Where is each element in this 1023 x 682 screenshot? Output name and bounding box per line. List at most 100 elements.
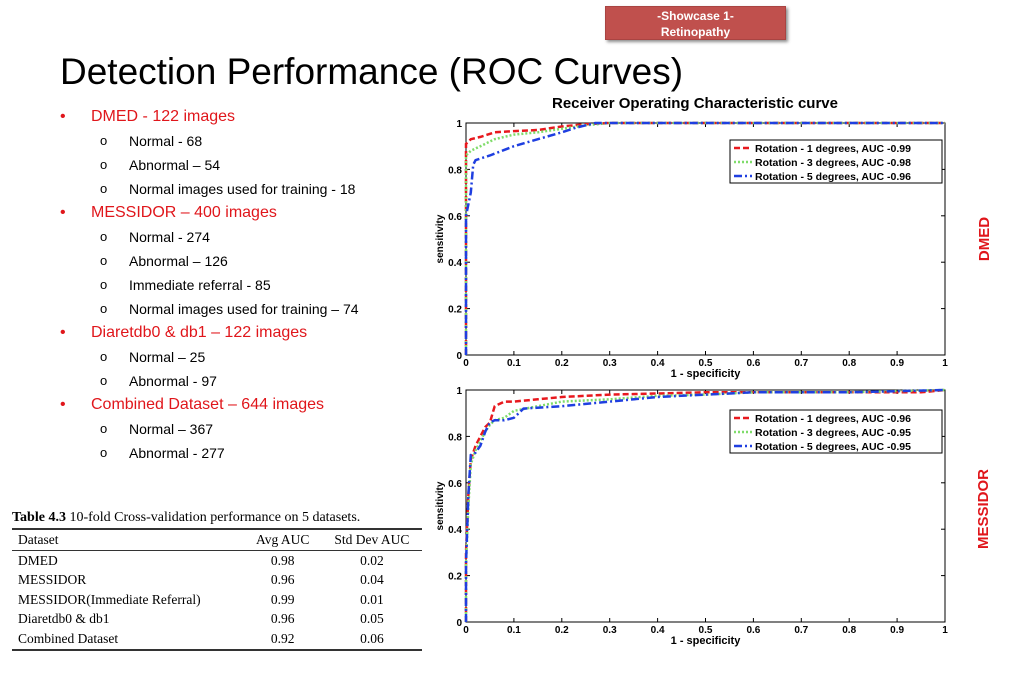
x-tick-label: 0.5	[699, 358, 713, 369]
sub-bullet-item: o Immediate referral - 85	[60, 273, 430, 297]
sub-bullet-text: Normal - 274	[129, 229, 210, 245]
sub-bullet-item: o Normal images used for training – 74	[60, 297, 430, 321]
table-header-row: Dataset Avg AUC Std Dev AUC	[12, 529, 422, 551]
table-cell: 0.99	[270, 591, 295, 607]
table-cell: 0.96	[270, 611, 295, 627]
sub-bullet-text: Abnormal - 97	[129, 373, 217, 389]
y-axis-label: sensitivity	[435, 481, 446, 530]
y-tick-label: 0.2	[448, 305, 462, 316]
sub-bullet-icon: o	[100, 229, 108, 244]
side-label-dmed: DMED	[976, 216, 993, 262]
bullet-item: • DMED - 122 images	[60, 105, 430, 129]
roc-series-line	[464, 388, 946, 622]
table-row: Diaretdb0 & db1 0.96 0.05	[12, 610, 422, 630]
roc-chart-2: 0 0.1 0.2 0.3 0.4 0.5 0.6 0.7 0.8 0.9 1 0 0.2 0.4 0.6 0…	[435, 386, 948, 647]
x-tick-label: 0	[463, 358, 469, 369]
legend-box	[729, 139, 943, 184]
x-tick-label: 0.8	[842, 358, 856, 369]
sub-bullet-icon: o	[100, 277, 108, 292]
legend-entry: Rotation - 3 degrees, AUC -0.98	[755, 157, 911, 169]
table-cell: 0.05	[360, 611, 384, 627]
sub-bullet-icon: o	[100, 157, 108, 172]
x-tick-label: 0.9	[890, 358, 904, 369]
sub-bullet-item: o Normal images used for training - 18	[60, 177, 430, 201]
x-tick-label: 0.3	[603, 358, 617, 369]
chart-title: Receiver Operating Characteristic curve	[552, 95, 838, 112]
legend-entry: Rotation - 1 degrees, AUC -0.99	[755, 143, 911, 155]
bullet-text: DMED - 122 images	[91, 108, 236, 125]
x-tick-label: 0.2	[555, 358, 569, 369]
x-tick-label: 0.8	[842, 625, 856, 636]
y-tick-label: 0	[456, 351, 462, 362]
sub-bullet-item: o Normal - 68	[60, 129, 430, 153]
plot-frame	[465, 389, 946, 623]
dataset-bullet-list: • DMED - 122 images o Normal - 68 o Abnormal …	[60, 105, 430, 465]
table-cell: 0.01	[360, 591, 384, 607]
roc-series-line	[464, 388, 946, 622]
y-tick-label: 0.4	[448, 258, 462, 269]
sub-bullet-item: o Abnormal – 54	[60, 153, 430, 177]
sub-bullet-text: Normal images used for training - 18	[129, 181, 356, 197]
x-tick-label: 1	[942, 358, 948, 369]
table-header-cell: Std Dev AUC	[319, 529, 422, 551]
badge-line-2: Retinopathy	[660, 25, 731, 39]
bullet-icon: •	[60, 108, 66, 125]
table-cell: 0.02	[360, 552, 384, 568]
bullet-text: Combined Dataset – 644 images	[91, 396, 325, 413]
bullet-icon: •	[60, 396, 66, 413]
table-cell: 0.96	[270, 572, 295, 588]
x-tick-label: 0.1	[507, 625, 521, 636]
legend-entry: Rotation - 1 degrees, AUC -0.96	[755, 413, 911, 425]
sub-bullet-text: Normal – 25	[129, 349, 206, 365]
sub-bullet-item: o Normal - 274	[60, 225, 430, 249]
table-row: Combined Dataset 0.92 0.06	[12, 629, 422, 650]
x-tick-label: 0.1	[507, 358, 521, 369]
roc-series-line	[464, 121, 945, 355]
table-header-cell: Dataset	[12, 529, 244, 551]
y-tick-label: 0.6	[448, 479, 462, 490]
x-axis-label: 1 - specificity	[671, 635, 742, 647]
y-tick-label: 0.4	[448, 525, 462, 536]
sub-bullet-icon: o	[100, 253, 108, 268]
performance-table: Dataset Avg AUC Std Dev AUC DMED 0.98 0.02 ME…	[12, 528, 422, 651]
x-tick-label: 0.7	[794, 625, 808, 636]
sub-bullet-item: o Abnormal – 126	[60, 249, 430, 273]
x-tick-label: 0.4	[651, 625, 665, 636]
sub-bullet-icon: o	[100, 301, 108, 316]
roc-chart-1: 0 0.1 0.2 0.3 0.4 0.5 0.6 0.7 0.8 0.9 1 0 0.2 0.4 0.6 0…	[435, 119, 948, 380]
table-header-cell: Avg AUC	[243, 529, 320, 551]
x-tick-label: 0	[463, 625, 469, 636]
table-cell: DMED	[18, 552, 58, 568]
table-row: DMED 0.98 0.02	[12, 551, 422, 571]
y-tick-label: 0.6	[448, 212, 462, 223]
roc-series-line	[464, 121, 945, 355]
bullet-item: • Combined Dataset – 644 images	[60, 393, 430, 417]
bullet-icon: •	[60, 204, 66, 221]
bullet-text: MESSIDOR – 400 images	[91, 204, 277, 221]
table-row: MESSIDOR(Immediate Referral) 0.99 0.01	[12, 590, 422, 610]
table-caption: Table 4.3 10-fold Cross-validation perfo…	[12, 510, 424, 526]
legend-box	[729, 409, 943, 454]
performance-table-block: Table 4.3 10-fold Cross-validation perfo…	[12, 510, 424, 651]
sub-bullet-text: Normal images used for training – 74	[129, 301, 359, 317]
table-caption-text: 10-fold Cross-validation performance on …	[65, 510, 361, 525]
y-tick-label: 0.2	[448, 572, 462, 583]
sub-bullet-icon: o	[100, 181, 108, 196]
x-axis-label: 1 - specificity	[671, 368, 742, 380]
sub-bullet-icon: o	[100, 421, 108, 436]
table-row: MESSIDOR 0.96 0.04	[12, 571, 422, 591]
legend-entry: Rotation - 5 degrees, AUC -0.96	[755, 171, 911, 183]
roc-series-line	[464, 388, 946, 622]
y-tick-label: 1	[456, 386, 462, 397]
sub-bullet-item: o Normal – 25	[60, 345, 430, 369]
bullet-icon: •	[60, 324, 66, 341]
table-cell: 0.06	[360, 630, 384, 646]
sub-bullet-icon: o	[100, 373, 108, 388]
table-cell: 0.92	[270, 630, 295, 646]
y-tick-label: 0.8	[448, 432, 462, 443]
table-cell: 0.98	[270, 552, 295, 568]
sub-bullet-text: Abnormal – 54	[129, 157, 221, 173]
table-cell: MESSIDOR(Immediate Referral)	[18, 591, 201, 607]
y-axis-label: sensitivity	[435, 214, 446, 263]
badge-line-1: -Showcase 1-	[657, 9, 734, 23]
